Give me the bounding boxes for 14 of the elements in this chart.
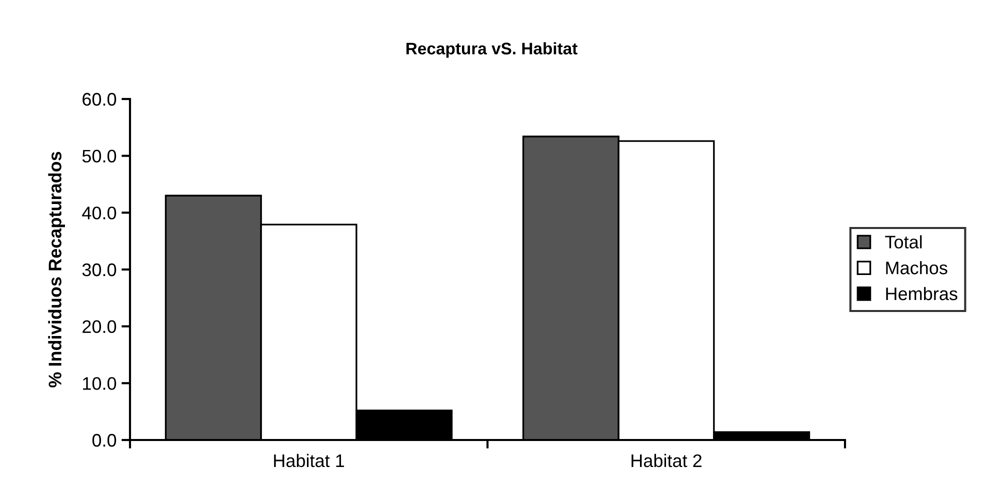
y-tick-label: 30.0 [82, 263, 116, 276]
y-tick-label: 10.0 [83, 377, 116, 390]
y-tick-label: 0.0 [92, 434, 116, 447]
legend-label: Hembras [886, 286, 958, 300]
legend-label: Machos [886, 261, 948, 274]
x-tick-label: Habitat 1 [274, 454, 344, 468]
y-tick-label: 50.0 [82, 150, 116, 163]
x-tick-label: Habitat 2 [632, 454, 702, 468]
chart-title: Recaptura vS. Habitat [406, 42, 578, 58]
y-axis-title: % Individuos Recapturados [48, 152, 65, 388]
y-tick-label: 60.0 [82, 92, 116, 106]
y-tick-label: 20.0 [82, 320, 116, 334]
legend-label: Total [885, 235, 922, 248]
y-tick-label: 40.0 [82, 206, 116, 220]
